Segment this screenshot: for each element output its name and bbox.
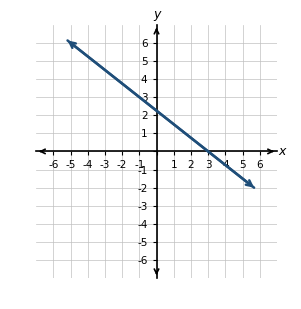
Text: y: y	[153, 8, 160, 21]
Text: x: x	[279, 145, 286, 158]
